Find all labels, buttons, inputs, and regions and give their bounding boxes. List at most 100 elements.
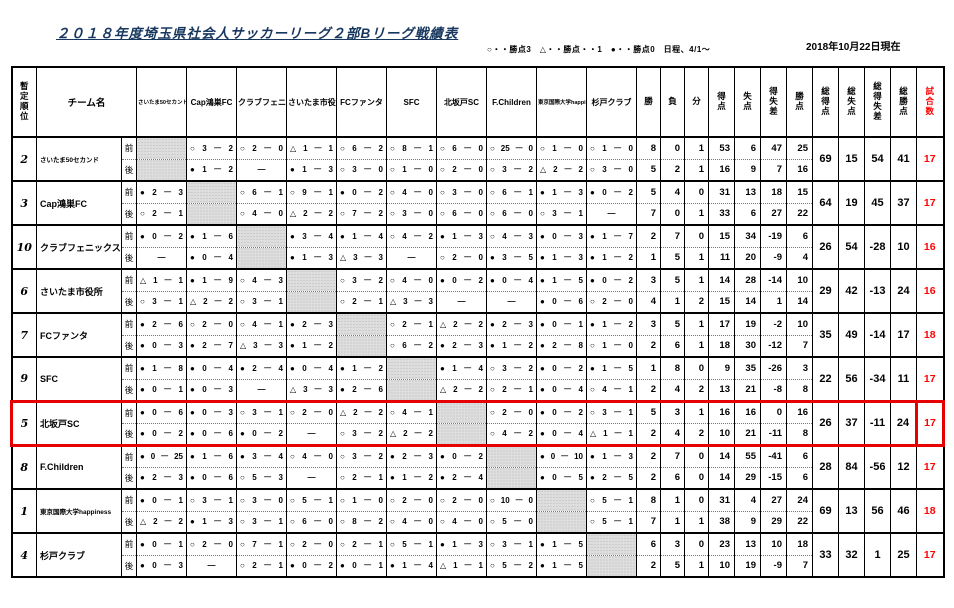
result-symbol: ● xyxy=(140,187,145,197)
total-cell: 49 xyxy=(838,312,865,358)
stat-cell: 15 xyxy=(786,180,813,204)
stat-cell: 30 xyxy=(734,334,761,358)
half-label-cell: 後 xyxy=(121,422,137,447)
result-symbol: ○ xyxy=(590,495,595,505)
result-symbol: ○ xyxy=(540,143,545,153)
result-cell: ● 1—8 xyxy=(136,356,187,380)
result-cell: ● 0—2 xyxy=(536,399,587,424)
stat-cell: 27 xyxy=(760,202,787,226)
result-symbol: ○ xyxy=(540,209,545,219)
result-symbol: ● xyxy=(290,561,295,571)
result-cell: — xyxy=(586,202,637,226)
result-symbol: ● xyxy=(540,187,545,197)
stat-cell: 2 xyxy=(636,378,661,402)
games-cell: 16 xyxy=(916,224,944,270)
result-symbol: ○ xyxy=(240,408,245,417)
result-symbol: ○ xyxy=(390,165,395,175)
result-cell: ○ 4—1 xyxy=(586,378,637,402)
stat-cell: 6 xyxy=(660,466,685,490)
result-symbol: ○ xyxy=(440,165,445,175)
result-cell: ○ 5—1 xyxy=(586,510,637,534)
stat-cell: 22 xyxy=(786,510,813,534)
result-cell: ○ 4—3 xyxy=(486,224,537,248)
team-row-back: 後 ● 1—2— ● 1—3 ○ 3—0 ○ 1—0 ○ 2—0 ○ 3—2 △ 2—2 ○ 3—0 5 2 1 16 9… xyxy=(12,158,944,182)
result-cell: △ 3—3 xyxy=(236,334,287,358)
stat-cell: 7 xyxy=(786,334,813,358)
stat-cell: 2 xyxy=(660,158,685,182)
stat-cell: 1 xyxy=(684,399,709,424)
stat-cell: 2 xyxy=(636,334,661,358)
result-cell: ● 1—3 xyxy=(536,180,587,204)
result-cell: ○ 3—1 xyxy=(586,399,637,424)
result-cell: ● 0—2 xyxy=(236,422,287,447)
result-symbol: ○ xyxy=(590,165,595,175)
half-label-cell: 後 xyxy=(121,334,137,358)
result-symbol: ● xyxy=(440,275,445,285)
total-cell: 25 xyxy=(890,532,917,578)
stat-cell: 2 xyxy=(636,224,661,248)
total-cell: -28 xyxy=(864,224,891,270)
team-row-back: 後 ● 0—3— ○ 2—1 ● 0—2 ● 0—1 ● 1—4 △ 1—1 ○ 5—2 ● 1—5 2 5 1 10 1… xyxy=(12,554,944,578)
result-cell: ○ 2—1 xyxy=(336,466,387,490)
half-label-cell: 前 xyxy=(121,444,137,468)
result-cell: — xyxy=(236,158,287,182)
opponent-header: 杉戸クラブ xyxy=(586,66,637,138)
team-row-back: 後 ● 2—3 ● 0—6 ○ 5—3— ○ 2—1 ● 1—2 ● 2—4 ● 0—5 ● 2—5 2 6 0 14 2… xyxy=(12,466,944,490)
stat-cell: 38 xyxy=(708,510,735,534)
stat-cell: 20 xyxy=(734,246,761,270)
result-symbol: ○ xyxy=(290,517,295,527)
result-symbol: ● xyxy=(140,452,145,461)
stat-cell: 29 xyxy=(734,466,761,490)
result-cell: ● 0—4 xyxy=(486,268,537,292)
stat-cell: 1 xyxy=(684,312,709,336)
opponent-header: クラブフェニックス xyxy=(236,66,287,138)
result-symbol: △ xyxy=(340,253,347,263)
self-cell xyxy=(586,554,637,578)
self-cell xyxy=(486,466,537,490)
result-symbol: ● xyxy=(140,561,145,571)
result-cell: ● 1—6 xyxy=(186,224,237,248)
result-cell: ○ 3—1 xyxy=(186,488,237,512)
result-cell: ● 0—1 xyxy=(136,488,187,512)
stat-cell: 1 xyxy=(760,290,787,314)
stat-cell: 6 xyxy=(786,444,813,468)
total-header: 総 失 点 xyxy=(838,66,865,138)
total-cell: 64 xyxy=(812,180,839,226)
half-label-cell: 後 xyxy=(121,466,137,490)
result-cell: ○ 8—1 xyxy=(386,136,437,160)
result-cell: ○ 4—2 xyxy=(386,224,437,248)
result-cell: ○ 3—2 xyxy=(336,268,387,292)
team-row-front: 1 東京国際大学happiness 前 ● 0—1 ○ 3—1 ○ 3—0 ○ 5—1 ○ 1—0 ○ 2—… xyxy=(11,488,944,534)
result-cell: △ 2—2 xyxy=(436,378,487,402)
result-cell: ● 2—3 xyxy=(386,444,437,468)
total-cell: 10 xyxy=(890,224,917,270)
result-symbol: ● xyxy=(590,231,595,241)
result-symbol: ● xyxy=(240,363,245,373)
result-symbol: ● xyxy=(590,363,595,373)
result-cell: ○ 1—0 xyxy=(586,334,637,358)
result-cell: ○ 2—0 xyxy=(286,399,337,424)
stat-cell: -11 xyxy=(760,422,787,447)
result-symbol: ○ xyxy=(190,143,195,153)
result-cell: ● 0—1 xyxy=(136,532,187,556)
games-cell: 17 xyxy=(915,399,945,447)
self-cell xyxy=(336,312,387,336)
result-symbol: ○ xyxy=(590,385,595,394)
result-cell: ● 2—3 xyxy=(136,180,187,204)
result-cell: ○ 3—1 xyxy=(136,290,187,314)
self-cell xyxy=(586,532,637,556)
self-cell xyxy=(236,224,287,248)
result-symbol: ○ xyxy=(290,539,295,549)
stat-header: 分 xyxy=(684,66,709,138)
result-symbol: ○ xyxy=(490,561,495,571)
rank-cell: 1 xyxy=(11,488,37,534)
result-symbol: ○ xyxy=(390,275,395,285)
result-symbol: ● xyxy=(540,231,545,241)
result-cell: ○ 3—1 xyxy=(236,510,287,534)
opponent-header: 北坂戸SC xyxy=(436,66,487,138)
result-cell: ○ 4—0 xyxy=(386,510,437,534)
result-symbol: ○ xyxy=(440,187,445,197)
total-cell: 15 xyxy=(838,136,865,182)
result-cell: ○ 4—0 xyxy=(386,268,437,292)
result-cell: ○ 3—0 xyxy=(436,180,487,204)
